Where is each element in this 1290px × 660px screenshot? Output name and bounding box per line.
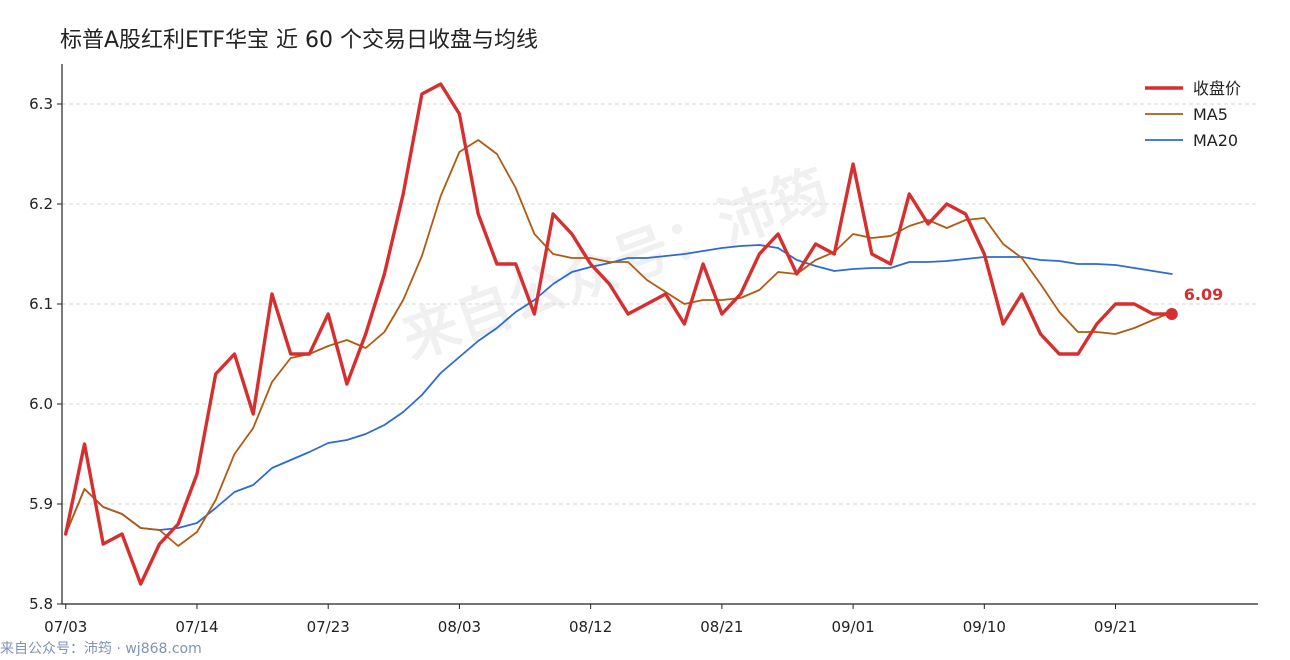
close-price-line	[63, 82, 1174, 586]
y-tick-label: 6.3	[29, 95, 53, 113]
legend: 收盘价 MA5 MA20	[1145, 79, 1241, 150]
last-point-marker: 6.09	[1165, 285, 1223, 320]
tick-labels: 5.8 5.9 6.0 6.1 6.2 6.3 07/03 07/14 07/23 08/03 08…	[29, 95, 1137, 636]
ma20-line	[64, 244, 1173, 535]
last-close-label: 6.09	[1184, 285, 1223, 304]
x-tick-label: 09/21	[1094, 618, 1137, 636]
y-tick-label: 6.0	[29, 395, 53, 413]
x-tick-label: 07/23	[307, 618, 350, 636]
legend-label: 收盘价	[1193, 79, 1241, 98]
x-tick-label: 07/03	[44, 618, 87, 636]
axes	[57, 64, 1258, 609]
x-tick-label: 08/03	[438, 618, 481, 636]
footer-credit: 来自公众号：沛筠 · wj868.com	[0, 641, 202, 657]
y-tick-label: 5.8	[29, 595, 53, 613]
last-close-point	[1165, 308, 1178, 320]
legend-label: MA20	[1193, 131, 1238, 150]
x-tick-label: 09/10	[963, 618, 1006, 636]
chart-title: 标普A股红利ETF华宝 近 60 个交易日收盘与均线	[60, 28, 539, 53]
legend-label: MA5	[1193, 105, 1228, 124]
ma5-line	[64, 139, 1173, 547]
x-tick-label: 07/14	[175, 618, 218, 636]
x-tick-label: 08/21	[700, 618, 743, 636]
y-tick-label: 5.9	[29, 495, 53, 513]
y-tick-label: 6.1	[29, 295, 53, 313]
series-lines	[63, 82, 1174, 586]
x-tick-label: 08/12	[569, 618, 612, 636]
y-tick-label: 6.2	[29, 195, 53, 213]
x-tick-label: 09/01	[831, 618, 874, 636]
